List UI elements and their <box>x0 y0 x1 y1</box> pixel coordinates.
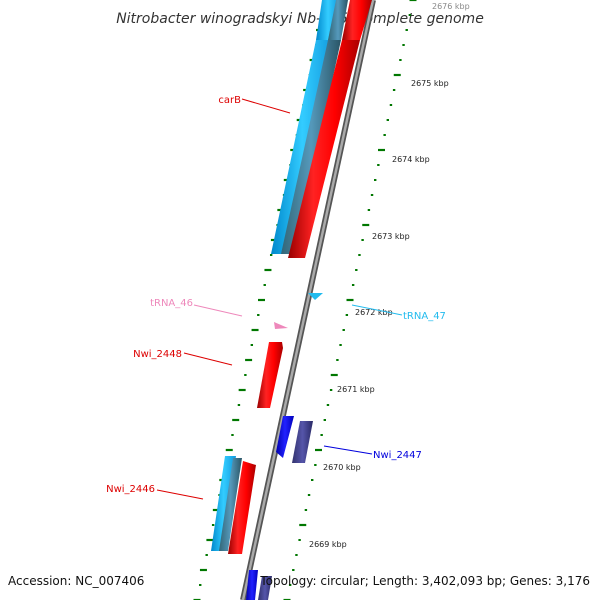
ruler-label-2670: 2670 kbp <box>323 463 361 472</box>
tRNA-46-leader-line <box>193 304 243 317</box>
Nwi-2447-gene[interactable] <box>276 416 313 463</box>
ruler-label-2669: 2669 kbp <box>309 540 347 549</box>
tRNA-46-label[interactable]: tRNA_46 <box>150 298 193 309</box>
topology-text: Topology: circular; Length: 3,402,093 bp… <box>260 574 590 588</box>
ruler-ticks-right <box>283 0 417 600</box>
ruler-label-2672: 2672 kbp <box>355 308 393 317</box>
Nwi-2448-leader-line <box>183 352 233 366</box>
tRNA-47-feature[interactable] <box>308 293 323 300</box>
partial-gene-bottom[interactable] <box>246 570 272 600</box>
tRNA-46-feature[interactable] <box>274 322 288 329</box>
Nwi-2447-leader-line <box>323 445 373 455</box>
tRNA-47-leader-line <box>351 304 403 316</box>
ruler-label-2673: 2673 kbp <box>372 232 410 241</box>
Nwi-2446-leader-line <box>156 489 204 500</box>
genome-backbone <box>240 0 376 600</box>
ruler-label-2671: 2671 kbp <box>337 385 375 394</box>
carB-leader-line <box>241 98 291 114</box>
tRNA-47-label[interactable]: tRNA_47 <box>403 311 446 322</box>
ruler-label-2675: 2675 kbp <box>411 79 449 88</box>
ruler-label-2676: 2676 kbp <box>432 2 470 11</box>
Nwi-2448-label[interactable]: Nwi_2448 <box>133 349 182 360</box>
Nwi-2448-gene[interactable] <box>257 342 283 408</box>
carB-gene[interactable] <box>271 0 372 258</box>
accession-text: Accession: NC_007406 <box>8 574 145 588</box>
Nwi-2447-label[interactable]: Nwi_2447 <box>373 450 422 461</box>
ruler-label-2674: 2674 kbp <box>392 155 430 164</box>
carB-label[interactable]: carB <box>218 95 241 106</box>
map-title: Nitrobacter winogradskyi Nb-255, complet… <box>116 11 484 27</box>
Nwi-2446-label[interactable]: Nwi_2446 <box>106 484 155 495</box>
Nwi-2446-gene[interactable] <box>211 456 256 554</box>
ruler-labels: 2676 kbp 2675 kbp 2674 kbp 2673 kbp 2672… <box>309 2 470 549</box>
